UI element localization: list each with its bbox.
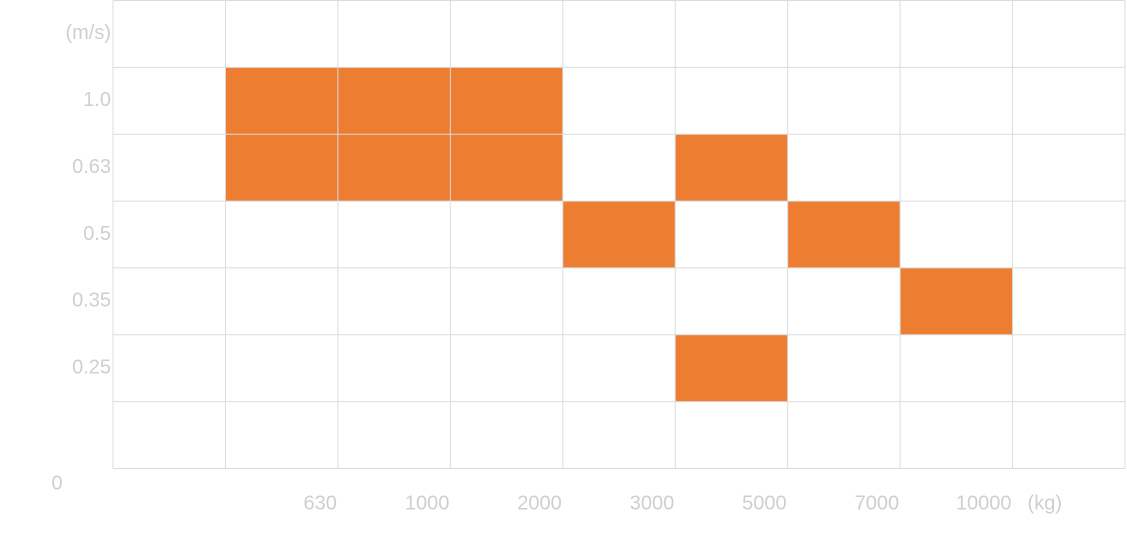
cell bbox=[900, 67, 1012, 134]
cell bbox=[788, 67, 900, 134]
cell bbox=[338, 402, 450, 469]
x-label: 7000 bbox=[855, 492, 900, 514]
cell bbox=[675, 402, 787, 469]
x-label: 3000 bbox=[630, 492, 675, 514]
cell bbox=[675, 134, 788, 202]
cell bbox=[113, 67, 225, 134]
cell bbox=[675, 201, 787, 268]
x-label: 630 bbox=[304, 492, 337, 514]
x-label: 2000 bbox=[517, 492, 562, 514]
cell bbox=[900, 1, 1012, 68]
cell bbox=[788, 268, 900, 335]
cell bbox=[450, 402, 562, 469]
cell bbox=[788, 1, 900, 68]
cell bbox=[225, 402, 337, 469]
y-label: 0.5 bbox=[83, 223, 111, 245]
cell bbox=[113, 335, 225, 402]
y-label: (m/s) bbox=[65, 22, 111, 44]
cell bbox=[1013, 67, 1125, 134]
cell bbox=[450, 335, 562, 402]
cell bbox=[1013, 402, 1125, 469]
cell bbox=[900, 267, 1013, 335]
cell bbox=[675, 1, 787, 68]
cell bbox=[225, 134, 338, 202]
cell bbox=[788, 335, 900, 402]
cell bbox=[113, 268, 225, 335]
cell bbox=[900, 335, 1012, 402]
cell bbox=[338, 1, 450, 68]
cell bbox=[563, 335, 675, 402]
cell bbox=[900, 201, 1012, 268]
cell bbox=[787, 201, 901, 268]
cell bbox=[225, 268, 337, 335]
cell bbox=[225, 201, 337, 268]
x-label: 10000 bbox=[956, 492, 1012, 514]
cell bbox=[337, 134, 451, 202]
cell bbox=[788, 402, 900, 469]
cell bbox=[563, 402, 675, 469]
cell bbox=[113, 1, 225, 68]
cell bbox=[675, 268, 787, 335]
cell bbox=[563, 134, 675, 201]
cell bbox=[1013, 268, 1125, 335]
cell bbox=[900, 402, 1012, 469]
cell bbox=[338, 268, 450, 335]
y-label: 0.35 bbox=[72, 290, 111, 312]
cell bbox=[1013, 1, 1125, 68]
cell bbox=[1013, 335, 1125, 402]
y-label: 1.0 bbox=[83, 89, 111, 111]
cell bbox=[225, 1, 337, 68]
cell bbox=[675, 67, 787, 134]
cell bbox=[563, 67, 675, 134]
cell bbox=[450, 1, 562, 68]
cell bbox=[900, 134, 1012, 201]
cell bbox=[1013, 134, 1125, 201]
cell bbox=[113, 134, 225, 201]
y-label: 0.63 bbox=[72, 156, 111, 178]
origin-label: 0 bbox=[51, 472, 62, 494]
x-label: (kg) bbox=[1028, 492, 1062, 514]
cell bbox=[450, 67, 563, 135]
cell bbox=[450, 134, 563, 202]
y-label: 0.25 bbox=[72, 356, 111, 378]
cell bbox=[563, 1, 675, 68]
cell bbox=[788, 134, 900, 201]
cell bbox=[562, 201, 676, 268]
cell bbox=[225, 67, 338, 135]
cell bbox=[337, 67, 451, 135]
x-label: 5000 bbox=[742, 492, 787, 514]
cell bbox=[450, 268, 562, 335]
cell bbox=[225, 335, 337, 402]
x-label: 1000 bbox=[405, 492, 450, 514]
cell bbox=[338, 201, 450, 268]
cell bbox=[563, 268, 675, 335]
cell bbox=[338, 335, 450, 402]
cell bbox=[1013, 201, 1125, 268]
cell bbox=[450, 201, 562, 268]
cell bbox=[113, 402, 225, 469]
cell bbox=[113, 201, 225, 268]
cell bbox=[675, 334, 788, 402]
